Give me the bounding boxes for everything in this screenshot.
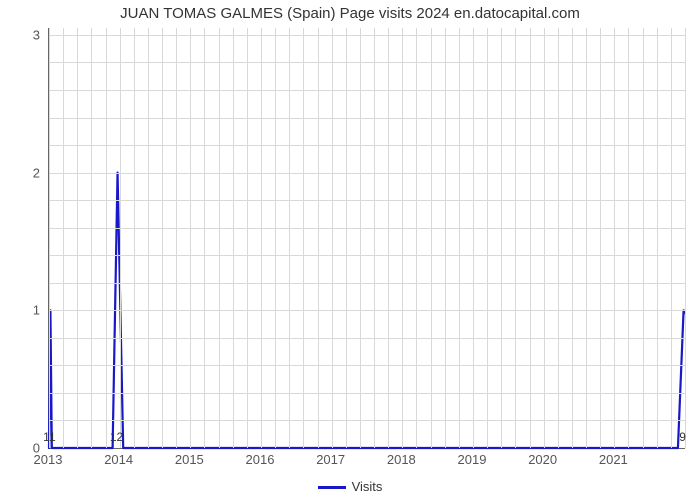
grid-h-minor bbox=[49, 62, 685, 63]
grid-v-minor bbox=[106, 28, 107, 448]
grid-h-major bbox=[49, 310, 685, 311]
grid-v-major bbox=[120, 28, 121, 448]
grid-v-minor bbox=[685, 28, 686, 448]
grid-v-minor bbox=[572, 28, 573, 448]
legend: Visits bbox=[0, 479, 700, 494]
grid-v-minor bbox=[77, 28, 78, 448]
grid-v-minor bbox=[530, 28, 531, 448]
grid-v-minor bbox=[515, 28, 516, 448]
grid-v-minor bbox=[558, 28, 559, 448]
data-point-label: 9 bbox=[679, 430, 686, 444]
chart-title: JUAN TOMAS GALMES (Spain) Page visits 20… bbox=[0, 5, 700, 22]
legend-swatch bbox=[318, 486, 346, 489]
grid-h-minor bbox=[49, 200, 685, 201]
x-tick-label: 2017 bbox=[316, 452, 345, 467]
grid-v-minor bbox=[318, 28, 319, 448]
y-tick-label: 0 bbox=[10, 441, 40, 456]
grid-v-major bbox=[402, 28, 403, 448]
grid-v-minor bbox=[275, 28, 276, 448]
grid-h-minor bbox=[49, 145, 685, 146]
x-tick-label: 2019 bbox=[458, 452, 487, 467]
grid-v-minor bbox=[586, 28, 587, 448]
grid-v-minor bbox=[162, 28, 163, 448]
plot-area bbox=[48, 28, 685, 449]
grid-h-minor bbox=[49, 365, 685, 366]
grid-v-minor bbox=[416, 28, 417, 448]
grid-v-minor bbox=[247, 28, 248, 448]
grid-v-minor bbox=[459, 28, 460, 448]
x-tick-label: 2016 bbox=[246, 452, 275, 467]
grid-v-major bbox=[190, 28, 191, 448]
y-tick-label: 2 bbox=[10, 165, 40, 180]
x-tick-label: 2015 bbox=[175, 452, 204, 467]
grid-h-minor bbox=[49, 393, 685, 394]
grid-v-major bbox=[332, 28, 333, 448]
legend-label: Visits bbox=[352, 479, 383, 494]
grid-v-minor bbox=[628, 28, 629, 448]
grid-v-minor bbox=[600, 28, 601, 448]
grid-v-minor bbox=[219, 28, 220, 448]
x-tick-label: 2014 bbox=[104, 452, 133, 467]
x-tick-label: 2021 bbox=[599, 452, 628, 467]
grid-v-major bbox=[544, 28, 545, 448]
grid-v-minor bbox=[346, 28, 347, 448]
grid-v-minor bbox=[134, 28, 135, 448]
grid-v-major bbox=[49, 28, 50, 448]
grid-v-minor bbox=[233, 28, 234, 448]
grid-v-minor bbox=[303, 28, 304, 448]
grid-v-minor bbox=[671, 28, 672, 448]
grid-v-minor bbox=[91, 28, 92, 448]
grid-h-minor bbox=[49, 420, 685, 421]
grid-v-minor bbox=[445, 28, 446, 448]
grid-v-minor bbox=[501, 28, 502, 448]
grid-v-minor bbox=[431, 28, 432, 448]
grid-v-minor bbox=[487, 28, 488, 448]
x-tick-label: 2020 bbox=[528, 452, 557, 467]
grid-v-major bbox=[261, 28, 262, 448]
grid-v-minor bbox=[63, 28, 64, 448]
grid-v-minor bbox=[643, 28, 644, 448]
grid-h-minor bbox=[49, 90, 685, 91]
grid-v-minor bbox=[176, 28, 177, 448]
grid-h-major bbox=[49, 173, 685, 174]
data-point-label: 11 bbox=[43, 430, 55, 444]
y-tick-label: 1 bbox=[10, 303, 40, 318]
x-tick-label: 2018 bbox=[387, 452, 416, 467]
grid-v-major bbox=[614, 28, 615, 448]
grid-h-minor bbox=[49, 283, 685, 284]
grid-v-minor bbox=[374, 28, 375, 448]
grid-v-minor bbox=[360, 28, 361, 448]
chart-container: JUAN TOMAS GALMES (Spain) Page visits 20… bbox=[0, 0, 700, 500]
grid-h-minor bbox=[49, 228, 685, 229]
data-point-label: 12 bbox=[110, 430, 123, 444]
grid-v-minor bbox=[657, 28, 658, 448]
grid-h-major bbox=[49, 35, 685, 36]
grid-v-minor bbox=[289, 28, 290, 448]
grid-h-minor bbox=[49, 255, 685, 256]
grid-h-minor bbox=[49, 118, 685, 119]
grid-v-minor bbox=[148, 28, 149, 448]
series-line bbox=[49, 28, 685, 448]
grid-v-major bbox=[473, 28, 474, 448]
grid-v-minor bbox=[388, 28, 389, 448]
grid-h-minor bbox=[49, 338, 685, 339]
y-tick-label: 3 bbox=[10, 27, 40, 42]
grid-v-minor bbox=[204, 28, 205, 448]
